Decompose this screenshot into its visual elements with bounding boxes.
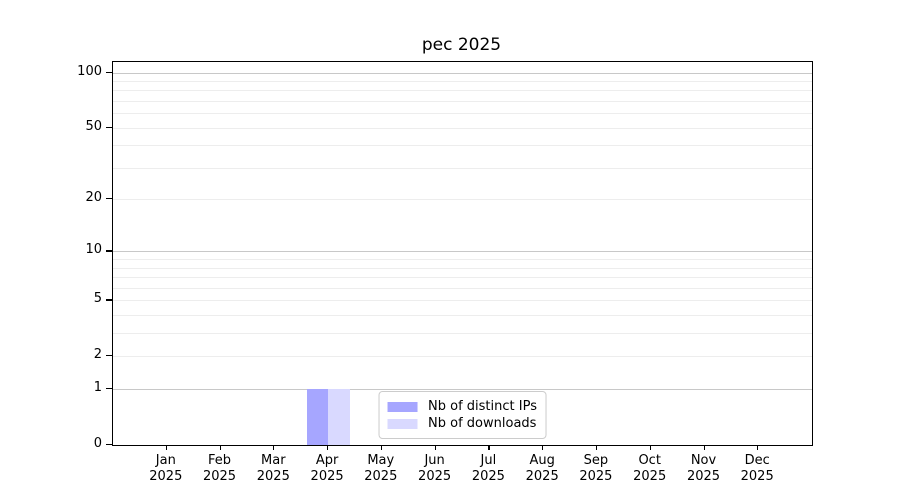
y-tick-label: 1	[93, 380, 102, 396]
x-tick-label: Nov 2025	[686, 453, 721, 484]
x-tick	[757, 446, 759, 450]
y-major-gridline	[113, 389, 812, 391]
y-minor-gridline	[113, 259, 812, 261]
plot-area: Nb of distinct IPs Nb of downloads	[112, 61, 813, 446]
y-tick	[106, 250, 112, 252]
y-tick-label: 100	[77, 63, 102, 79]
x-tick	[165, 446, 167, 450]
x-tick	[219, 446, 221, 450]
x-tick-label: Mar 2025	[256, 453, 290, 484]
x-tick-label: Jan 2025	[149, 453, 183, 484]
x-tick-label: Apr 2025	[310, 453, 344, 484]
y-tick-label: 10	[85, 242, 102, 258]
x-tick	[488, 446, 490, 450]
x-tick-label: Dec 2025	[740, 453, 774, 484]
y-minor-gridline	[113, 277, 812, 279]
x-tick	[595, 446, 598, 450]
legend-label-distinct-ips: Nb of distinct IPs	[428, 399, 537, 414]
y-minor-gridline	[113, 315, 812, 317]
y-minor-gridline	[113, 167, 812, 169]
y-minor-gridline	[113, 333, 812, 335]
x-tick-label: Sep 2025	[579, 453, 613, 484]
y-tick-label: 20	[85, 190, 102, 206]
y-minor-gridline	[113, 127, 812, 129]
x-tick-label: Feb 2025	[202, 453, 237, 484]
y-minor-gridline	[113, 287, 812, 289]
y-tick-label: 2	[93, 347, 102, 363]
legend-entry-distinct-ips: Nb of distinct IPs	[387, 398, 537, 415]
legend-entry-downloads: Nb of downloads	[387, 415, 537, 432]
x-tick	[542, 446, 544, 450]
y-tick	[106, 71, 112, 73]
y-minor-gridline	[113, 356, 812, 358]
x-tick	[434, 446, 436, 450]
y-tick	[106, 388, 112, 390]
chart-title: pec 2025	[421, 35, 502, 55]
y-minor-gridline	[113, 199, 812, 201]
y-major-gridline	[113, 251, 812, 253]
x-tick-label: Aug 2025	[525, 453, 559, 484]
y-minor-gridline	[113, 80, 812, 82]
x-tick	[380, 446, 382, 450]
legend: Nb of distinct IPs Nb of downloads	[378, 391, 547, 439]
y-minor-gridline	[113, 145, 812, 147]
x-tick	[703, 446, 705, 450]
y-tick	[106, 299, 112, 301]
bar-nb-of-distinct-ips	[306, 389, 329, 445]
y-minor-gridline	[113, 113, 812, 115]
x-tick-label: May 2025	[364, 453, 398, 484]
y-minor-gridline	[113, 100, 812, 102]
y-minor-gridline	[113, 300, 812, 302]
x-tick	[273, 446, 275, 450]
y-tick-label: 0	[93, 436, 102, 451]
y-tick	[106, 355, 112, 357]
y-tick	[106, 444, 112, 446]
y-tick	[106, 198, 112, 200]
y-minor-gridline	[113, 267, 812, 269]
y-tick-label: 50	[85, 118, 102, 134]
legend-label-downloads: Nb of downloads	[428, 416, 537, 431]
x-tick	[649, 446, 651, 450]
x-tick-label: Jul 2025	[471, 453, 505, 484]
x-tick	[327, 446, 329, 450]
legend-swatch-distinct-ips-icon	[387, 401, 418, 412]
x-tick-label: Oct 2025	[633, 453, 667, 484]
legend-swatch-downloads-icon	[387, 418, 418, 429]
x-tick-label: Jun 2025	[418, 453, 452, 484]
y-major-gridline	[113, 72, 812, 74]
y-tick	[106, 126, 112, 128]
y-tick-label: 5	[93, 291, 102, 307]
y-minor-gridline	[113, 90, 812, 92]
bar-nb-of-downloads	[328, 389, 350, 445]
